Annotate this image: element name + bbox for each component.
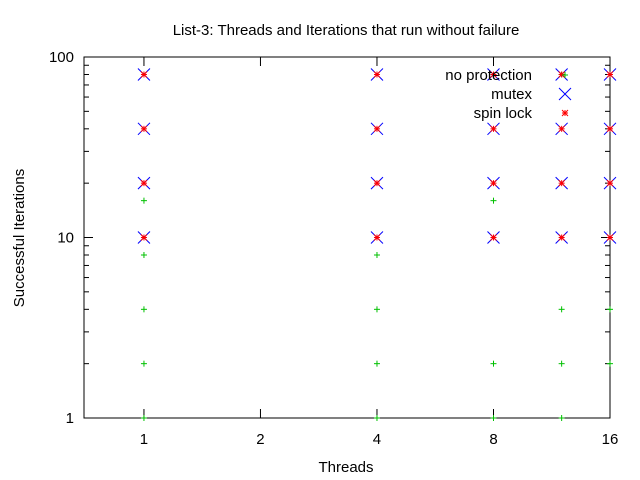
point-no-protection [140,197,147,204]
point-spin-lock [490,179,497,187]
point-spin-lock [558,125,565,133]
point-no-protection [140,251,147,258]
series-no-protection [140,71,613,421]
legend-marker-no-protection [562,72,568,78]
point-spin-lock-stroke [490,125,497,133]
point-spin-lock-stroke [490,71,497,78]
point-spin-lock-stroke [140,71,148,78]
legend-label-no-protection: no protection [445,67,532,84]
point-no-protection [373,360,380,367]
point-spin-lock [373,71,381,78]
series-mutex [137,68,617,244]
x-axis-label: Threads [318,459,373,476]
point-spin-lock-stroke [490,234,497,241]
point-spin-lock-stroke [558,71,565,78]
point-no-protection [373,251,380,258]
point-spin-lock-stroke [140,125,148,133]
legend-marker-mutex [558,87,572,101]
point-spin-lock [140,179,148,187]
point-spin-lock-stroke [373,71,381,78]
axis-ticks: 1 2 4 8 16 1 10 100 [49,49,618,448]
legend-label-spin-lock: spin lock [474,105,533,122]
point-spin-lock-stroke [606,71,614,78]
point-spin-lock [140,125,148,133]
point-no-protection [490,360,497,367]
x-tick-label: 16 [602,431,619,448]
x-tick-label: 4 [373,431,381,448]
point-spin-lock [140,71,148,78]
point-no-protection [607,306,613,313]
chart-title: List-3: Threads and Iterations that run … [173,22,520,39]
point-no-protection [373,306,380,313]
data-marks [137,68,617,421]
point-spin-lock-stroke [373,179,381,187]
point-no-protection [607,360,613,367]
y-tick-label: 100 [49,49,74,66]
point-spin-lock [558,234,565,241]
point-spin-lock-stroke [606,234,614,241]
point-spin-lock-stroke [558,179,565,187]
point-no-protection [558,306,565,313]
y-tick-label: 10 [57,230,74,247]
point-no-protection [140,360,147,367]
point-spin-lock-stroke [606,179,614,187]
point-no-protection [490,197,497,204]
y-axis-label: Successful Iterations [11,169,28,307]
point-spin-lock-stroke [606,125,614,133]
point-no-protection [558,360,565,367]
legend-marker-spin-lock-stroke [561,109,569,117]
point-spin-lock [490,234,497,241]
point-spin-lock-stroke [558,234,565,241]
point-spin-lock-stroke [373,125,381,133]
point-no-protection [558,415,565,421]
point-spin-lock-stroke [558,125,565,133]
y-tick-label: 1 [66,410,74,427]
point-no-protection [140,306,147,313]
point-no-protection [140,415,147,421]
point-spin-lock [373,125,381,133]
legend-label-mutex: mutex [491,86,532,103]
point-no-protection [490,415,497,421]
legend: no protection mutex spin lock [445,67,572,122]
point-spin-lock-stroke [140,234,148,241]
point-no-protection [373,415,380,421]
point-spin-lock [490,125,497,133]
point-spin-lock [606,71,614,78]
legend-marker-mutex-stroke [558,87,572,101]
point-spin-lock [373,234,381,241]
point-spin-lock [490,71,497,78]
point-spin-lock [558,179,565,187]
x-tick-label: 2 [256,431,264,448]
x-tick-label: 8 [489,431,497,448]
point-spin-lock [558,71,565,78]
point-spin-lock [606,234,614,241]
point-spin-lock [606,179,614,187]
x-tick-label: 1 [140,431,148,448]
point-spin-lock-stroke [490,179,497,187]
point-spin-lock [140,234,148,241]
legend-marker-spin-lock [561,109,569,117]
point-spin-lock-stroke [373,234,381,241]
point-spin-lock [373,179,381,187]
point-spin-lock-stroke [140,179,148,187]
series-spin-lock [140,71,614,241]
point-spin-lock [606,125,614,133]
